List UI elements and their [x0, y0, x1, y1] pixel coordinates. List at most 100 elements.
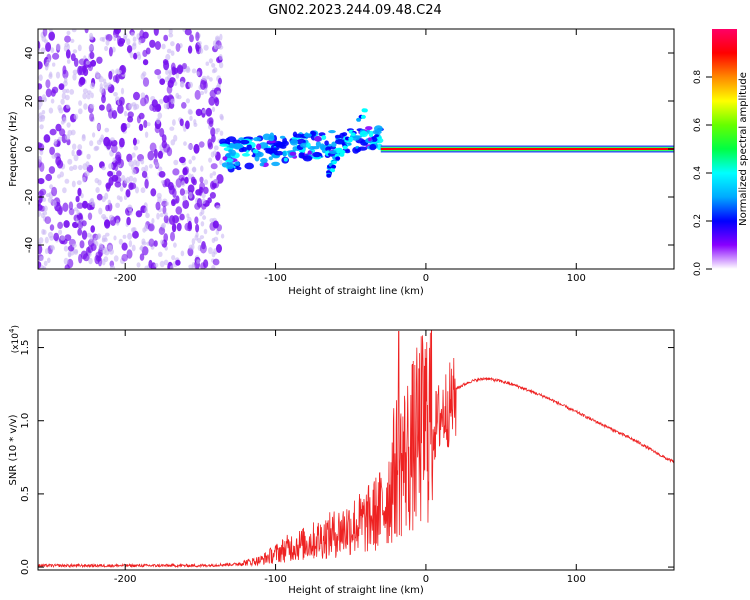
- noise-dot: [154, 263, 159, 268]
- snr-y-multiplier: (x104): [8, 325, 21, 353]
- blob: [268, 148, 278, 154]
- blob: [335, 138, 345, 145]
- noise-dot: [168, 33, 174, 38]
- noise-dot: [51, 154, 57, 159]
- noise-dot: [64, 35, 71, 43]
- noise-dot: [156, 212, 160, 220]
- noise-dot: [98, 207, 103, 215]
- noise-dot: [105, 204, 110, 212]
- blob: [282, 150, 287, 157]
- noise-dot: [191, 263, 196, 269]
- noise-dot: [40, 47, 46, 54]
- noise-dot: [96, 123, 101, 130]
- noise-dot: [110, 137, 115, 142]
- blob: [306, 142, 311, 148]
- x-tick-label: 0: [423, 273, 429, 284]
- noise-dot: [137, 53, 142, 61]
- noise-dot: [60, 235, 66, 241]
- noise-dot: [175, 92, 180, 99]
- blob: [242, 153, 250, 157]
- noise-dot: [126, 38, 131, 46]
- noise-dot: [157, 74, 162, 80]
- blob: [226, 162, 235, 170]
- noise-dot: [126, 249, 133, 259]
- noise-dot: [122, 234, 127, 239]
- noise-dot: [171, 255, 176, 261]
- blob: [252, 149, 259, 154]
- noise-dot: [199, 176, 204, 183]
- noise-dot: [41, 228, 45, 235]
- noise-dot: [191, 238, 196, 245]
- noise-dot: [48, 166, 56, 174]
- noise-dot: [46, 58, 51, 64]
- noise-dot: [173, 159, 179, 166]
- noise-dot: [64, 94, 70, 101]
- noise-dot: [140, 97, 147, 107]
- noise-dot: [132, 177, 137, 183]
- noise-dot: [213, 44, 219, 50]
- noise-dot: [132, 137, 137, 146]
- noise-dot: [144, 206, 148, 214]
- noise-dot: [63, 245, 69, 252]
- noise-dot: [128, 160, 134, 167]
- noise-dot: [205, 61, 210, 66]
- noise-dot: [187, 143, 193, 150]
- x-tick-label: -200: [114, 273, 137, 284]
- noise-dot: [154, 69, 162, 76]
- noise-dot: [167, 79, 174, 88]
- x-tick-label: -100: [264, 273, 287, 284]
- noise-dot: [147, 223, 155, 232]
- noise-dot: [163, 259, 169, 266]
- colorbar-tick-label: 0.6: [693, 118, 703, 133]
- noise-dot: [43, 205, 48, 212]
- noise-dot: [125, 189, 131, 198]
- noise-dot: [182, 62, 187, 70]
- noise-dot: [199, 47, 204, 54]
- noise-dot: [191, 68, 197, 74]
- noise-dot: [112, 157, 116, 163]
- noise-dot: [144, 179, 149, 189]
- blob: [268, 135, 275, 142]
- noise-dot: [44, 216, 52, 225]
- noise-dot: [83, 103, 88, 110]
- noise-dot: [154, 161, 159, 168]
- noise-dot: [53, 232, 60, 242]
- blob: [232, 139, 241, 145]
- noise-dot: [96, 193, 103, 201]
- noise-dot: [176, 64, 184, 75]
- noise-dot: [44, 39, 48, 44]
- noise-dot: [203, 179, 209, 185]
- blob: [244, 162, 254, 170]
- y-tick-label: 1.5: [20, 340, 31, 356]
- noise-dot: [73, 250, 79, 255]
- spectrogram-heatmap: [38, 29, 674, 269]
- blob: [298, 152, 305, 159]
- colorbar-ticks: 0.0 0.2 0.4 0.6 0.8: [693, 70, 712, 276]
- blob: [234, 161, 240, 166]
- noise-dot: [63, 77, 68, 83]
- noise-dot: [128, 103, 134, 108]
- noise-dot: [219, 159, 223, 166]
- noise-dot: [86, 93, 91, 100]
- noise-dot: [163, 95, 170, 104]
- noise-dot: [197, 237, 202, 244]
- noise-dot: [179, 188, 185, 196]
- noise-dot: [165, 201, 169, 206]
- colorbar-tick-label: 0.8: [693, 70, 703, 85]
- noise-dot: [171, 198, 178, 205]
- noise-dot: [49, 235, 54, 241]
- noise-dot: [62, 202, 69, 212]
- noise-dot: [132, 230, 139, 239]
- noise-dot: [39, 255, 44, 262]
- noise-dot: [141, 166, 146, 172]
- blob: [312, 151, 322, 158]
- noise-dot: [151, 218, 155, 224]
- noise-dot: [196, 71, 200, 77]
- noise-dot: [58, 206, 63, 216]
- noise-dot: [212, 171, 217, 176]
- noise-dot: [208, 247, 213, 255]
- noise-dot: [199, 90, 205, 96]
- noise-dot: [38, 48, 41, 52]
- noise-dot: [172, 188, 177, 199]
- noise-dot: [192, 178, 197, 186]
